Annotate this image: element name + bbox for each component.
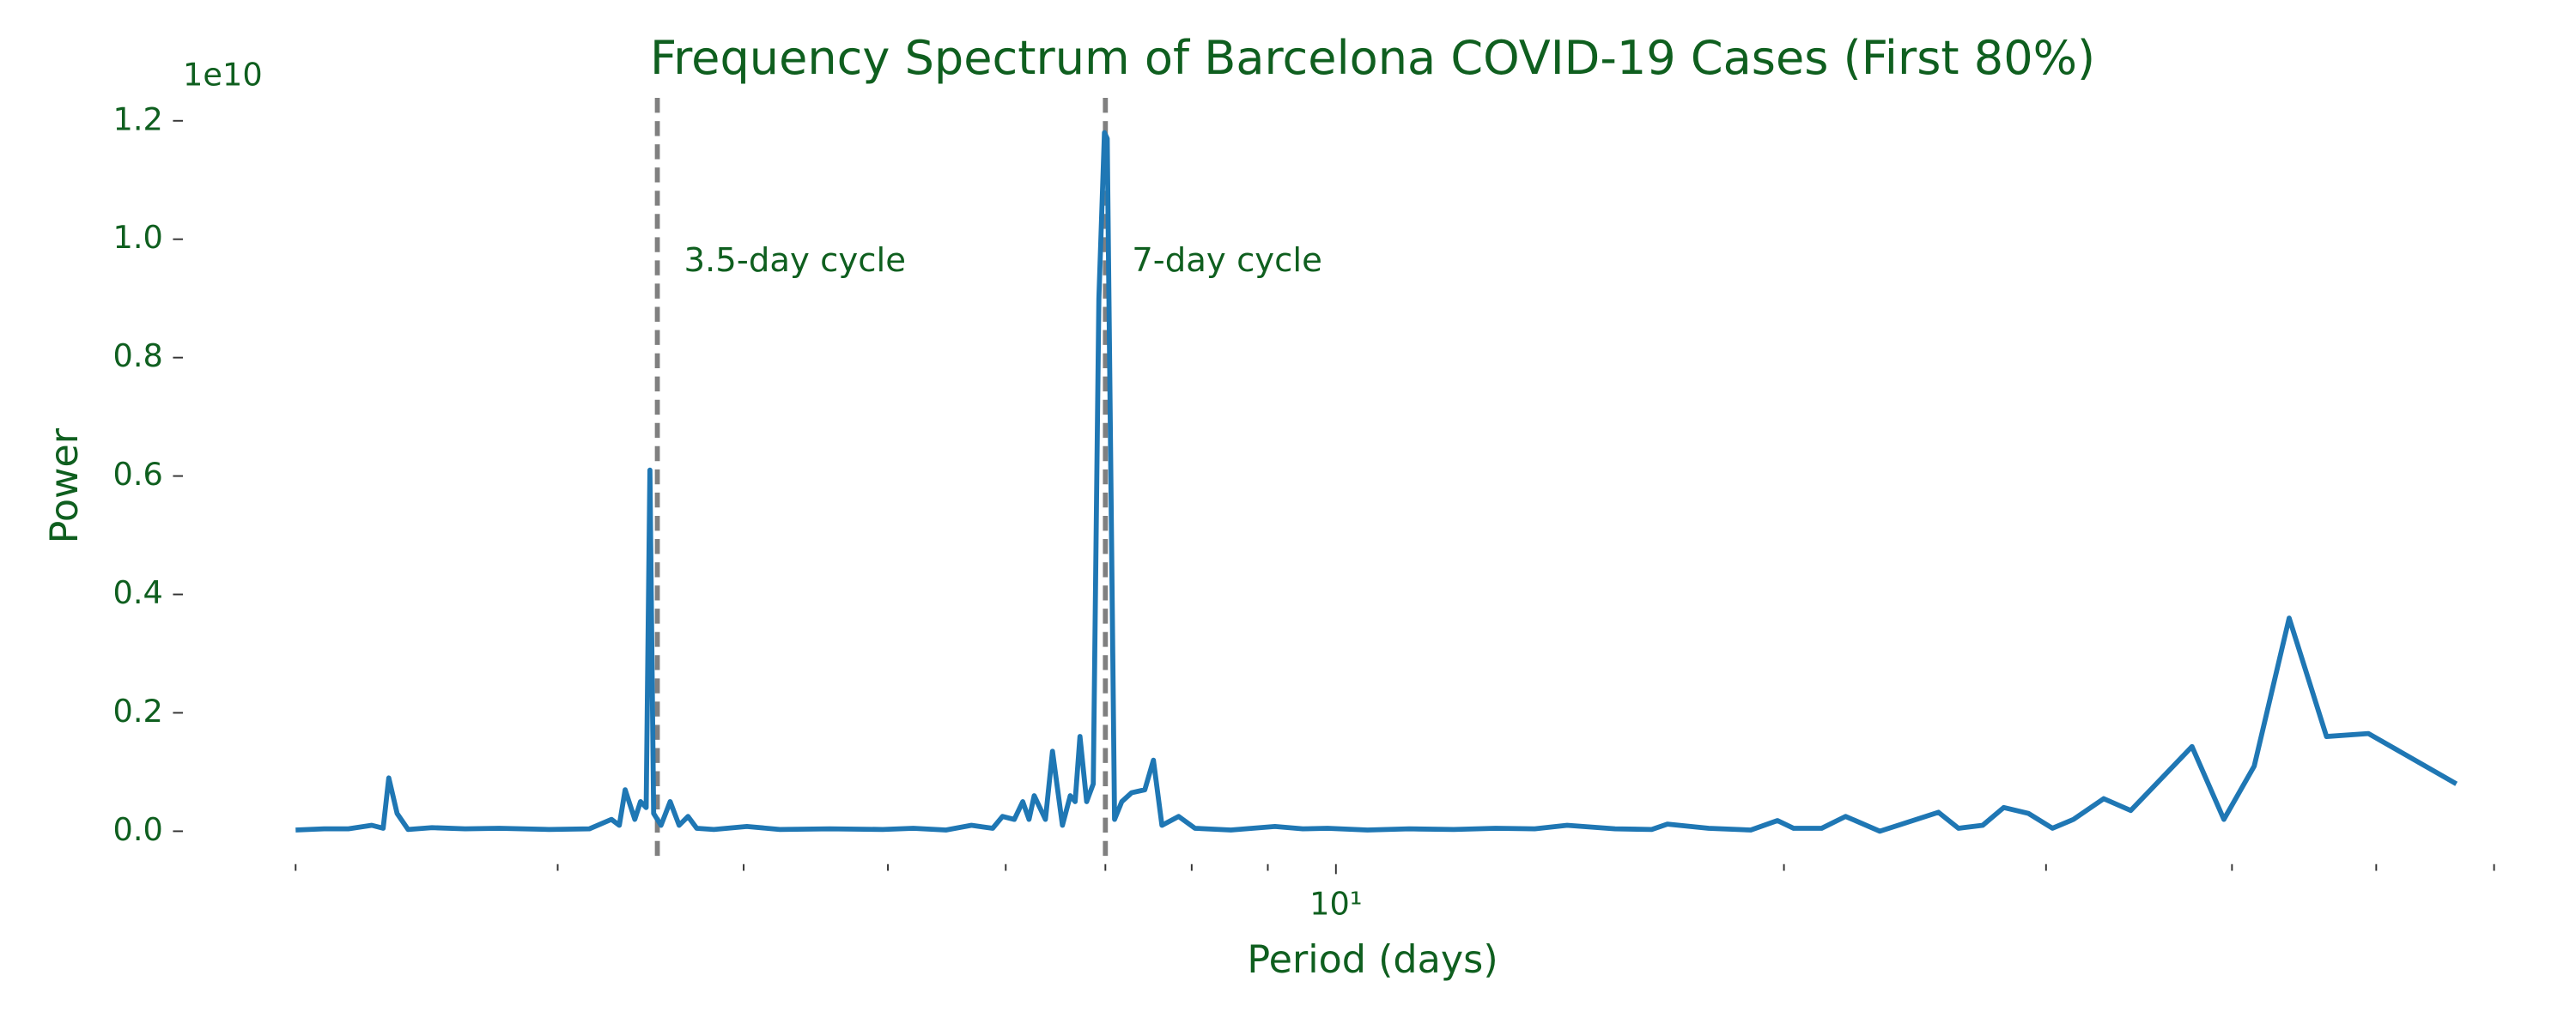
chart-title: Frequency Spectrum of Barcelona COVID-19… (650, 31, 2095, 85)
x-axis-label: Period (days) (1247, 938, 1498, 982)
y-tick-label: 0.2 (112, 693, 162, 730)
y-tick-label: 1.2 (112, 100, 162, 137)
y-tick-label: 1.0 (112, 219, 162, 256)
y-tick-label: 0.8 (112, 337, 162, 374)
y-offset-label: 1e10 (183, 56, 263, 93)
y-tick-label: 0.6 (112, 456, 162, 493)
y-tick-label: 0.0 (112, 811, 162, 848)
x-tick-label: 10¹ (1309, 886, 1362, 923)
y-axis-label: Power (43, 427, 87, 543)
reference-label: 7-day cycle (1132, 241, 1322, 280)
reference-label: 3.5-day cycle (683, 241, 906, 280)
y-tick-label: 0.4 (112, 574, 162, 611)
spectrum-line (295, 130, 2458, 834)
